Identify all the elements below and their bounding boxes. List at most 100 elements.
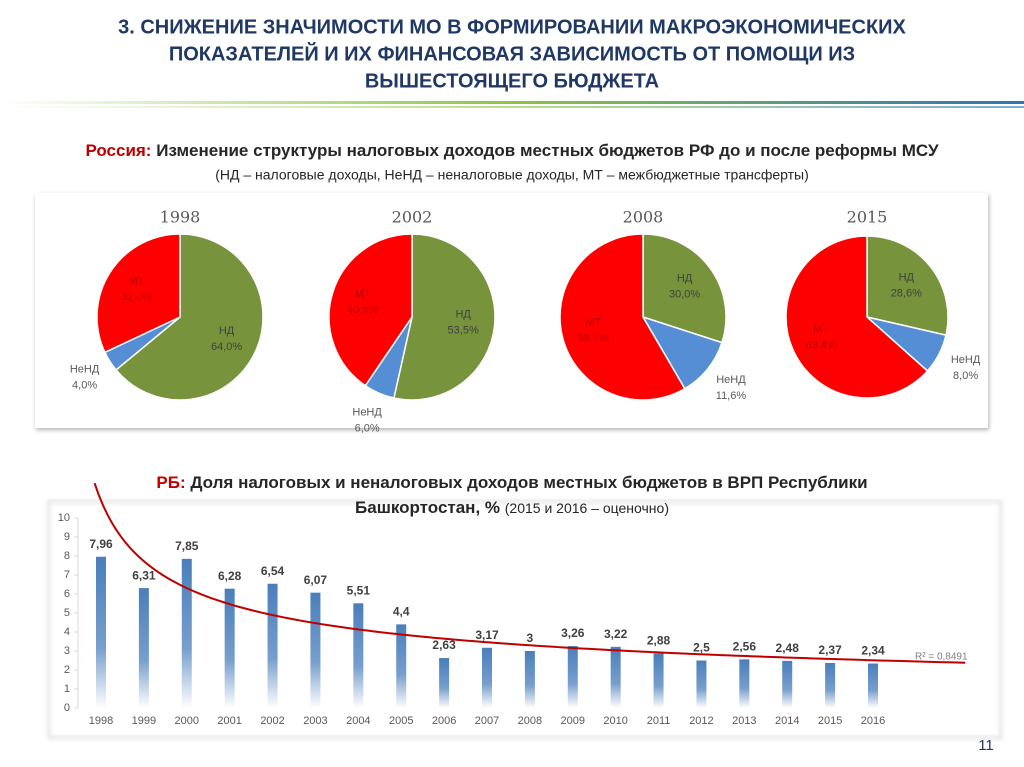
x-tick-label: 2002 bbox=[260, 715, 284, 727]
pie-title: 2015 bbox=[847, 208, 888, 227]
section-label: РБ: bbox=[156, 473, 185, 492]
value-label: 6,07 bbox=[304, 573, 328, 587]
section-title: Доля налоговых и неналоговых доходов мес… bbox=[190, 473, 867, 492]
value-label: 6,31 bbox=[132, 568, 156, 582]
section-label: Россия: bbox=[85, 141, 151, 160]
x-tick-label: 2009 bbox=[561, 715, 585, 727]
page-number: 11 bbox=[978, 737, 994, 754]
pie-slice bbox=[642, 233, 727, 344]
section-heading: РБ: Доля налоговых и неналоговых доходов… bbox=[156, 473, 867, 492]
bar bbox=[524, 651, 535, 708]
pie-label: НеНД bbox=[70, 363, 100, 375]
header: 3. СНИЖЕНИЕ ЗНАЧИМОСТИ МО В ФОРМИРОВАНИИ… bbox=[118, 16, 906, 92]
value-label: 2,56 bbox=[733, 640, 757, 654]
pie-value-label: 32,0% bbox=[121, 291, 152, 303]
section-title: Изменение структуры налоговых доходов ме… bbox=[156, 141, 939, 160]
pie-label: МТ bbox=[585, 316, 601, 328]
y-tick-label: 2 bbox=[64, 664, 70, 676]
section-title: Башкортостан, % bbox=[355, 498, 500, 517]
pie-slice bbox=[328, 233, 413, 387]
x-tick-label: 2005 bbox=[389, 715, 413, 727]
pie-title: 2002 bbox=[392, 208, 433, 227]
bar bbox=[353, 603, 364, 708]
x-tick-label: 1999 bbox=[132, 715, 156, 727]
bar bbox=[267, 583, 278, 708]
header-rule bbox=[0, 106, 1024, 108]
y-tick-label: 10 bbox=[58, 512, 70, 524]
x-tick-label: 2003 bbox=[303, 715, 327, 727]
pie-slice bbox=[866, 235, 949, 337]
value-label: 3,22 bbox=[604, 627, 628, 641]
value-label: 5,51 bbox=[347, 583, 371, 597]
y-tick-label: 7 bbox=[64, 569, 70, 581]
header-title: ПОКАЗАТЕЛЕЙ И ИХ ФИНАНСОВАЯ ЗАВИСИМОСТЬ … bbox=[169, 41, 855, 65]
bar bbox=[696, 660, 707, 708]
bar bbox=[610, 646, 621, 708]
pie-value-label: 64,0% bbox=[211, 341, 242, 353]
pie-label: НД bbox=[219, 325, 235, 337]
bar bbox=[310, 592, 321, 708]
y-tick-label: 6 bbox=[64, 588, 70, 600]
y-tick-label: 9 bbox=[64, 531, 70, 543]
bar bbox=[653, 653, 664, 708]
section-heading: Россия: Изменение структуры налоговых до… bbox=[85, 141, 939, 160]
x-tick-label: 2016 bbox=[861, 715, 885, 727]
x-tick-label: 2015 bbox=[818, 715, 842, 727]
bar bbox=[482, 647, 492, 708]
pie-label: НеНД bbox=[716, 374, 746, 386]
y-tick-label: 3 bbox=[64, 645, 70, 657]
value-label: 2,48 bbox=[776, 641, 800, 655]
x-tick-label: 2012 bbox=[689, 715, 713, 727]
header-rule bbox=[0, 101, 1024, 104]
pie-title: 1998 bbox=[160, 208, 201, 227]
pie-value-label: 63,4% bbox=[806, 339, 837, 351]
pie-label: МТ bbox=[129, 275, 145, 287]
x-tick-label: 2001 bbox=[217, 715, 241, 727]
pie-slice bbox=[785, 235, 929, 399]
bar bbox=[567, 646, 578, 708]
value-label: 7,85 bbox=[175, 539, 199, 553]
pie-label: НеНД bbox=[352, 407, 382, 419]
header-title: 3. СНИЖЕНИЕ ЗНАЧИМОСТИ МО В ФОРМИРОВАНИИ… bbox=[118, 16, 906, 38]
pie-title: 2008 bbox=[623, 208, 664, 227]
pie-value-label: 11,6% bbox=[716, 390, 747, 402]
value-label: 3,26 bbox=[561, 626, 585, 640]
x-tick-label: 2006 bbox=[432, 715, 456, 727]
value-label: 3,17 bbox=[475, 628, 499, 642]
section-heading: Башкортостан, % (2015 и 2016 – оценочно) bbox=[355, 498, 669, 517]
pie-value-label: 53,5% bbox=[448, 325, 479, 337]
pie-slice bbox=[114, 233, 264, 401]
bar bbox=[181, 558, 192, 708]
y-tick-label: 4 bbox=[64, 626, 70, 638]
value-label: 7,96 bbox=[89, 537, 113, 551]
x-tick-label: 2010 bbox=[603, 715, 627, 727]
x-tick-label: 2013 bbox=[732, 715, 756, 727]
pie-value-label: 30,0% bbox=[669, 289, 700, 301]
value-label: 2,63 bbox=[432, 638, 456, 652]
section-note: (2015 и 2016 – оценочно) bbox=[505, 500, 669, 516]
bar-panel bbox=[47, 499, 1001, 737]
pie-label: НеНД bbox=[951, 354, 981, 366]
x-tick-label: 2011 bbox=[647, 715, 671, 727]
x-tick-label: 2000 bbox=[175, 715, 199, 727]
bar bbox=[782, 660, 793, 708]
bar bbox=[439, 658, 450, 708]
bar bbox=[396, 624, 407, 708]
x-tick-label: 1998 bbox=[89, 715, 113, 727]
pie-label: НД bbox=[899, 272, 915, 284]
pie-label: НД bbox=[455, 309, 471, 321]
pie-label: МТ bbox=[355, 288, 371, 300]
x-tick-label: 2007 bbox=[475, 715, 499, 727]
y-tick-label: 0 bbox=[64, 702, 70, 714]
value-label: 3 bbox=[527, 631, 534, 645]
bar bbox=[825, 662, 836, 708]
y-tick-label: 8 bbox=[64, 550, 70, 562]
value-label: 2,5 bbox=[693, 641, 710, 655]
pie-label: НД bbox=[677, 273, 693, 285]
x-tick-label: 2014 bbox=[775, 715, 799, 727]
value-label: 2,37 bbox=[818, 643, 842, 657]
bar bbox=[868, 663, 878, 708]
pie-label: МТ bbox=[813, 323, 829, 335]
y-tick-label: 1 bbox=[64, 683, 70, 695]
